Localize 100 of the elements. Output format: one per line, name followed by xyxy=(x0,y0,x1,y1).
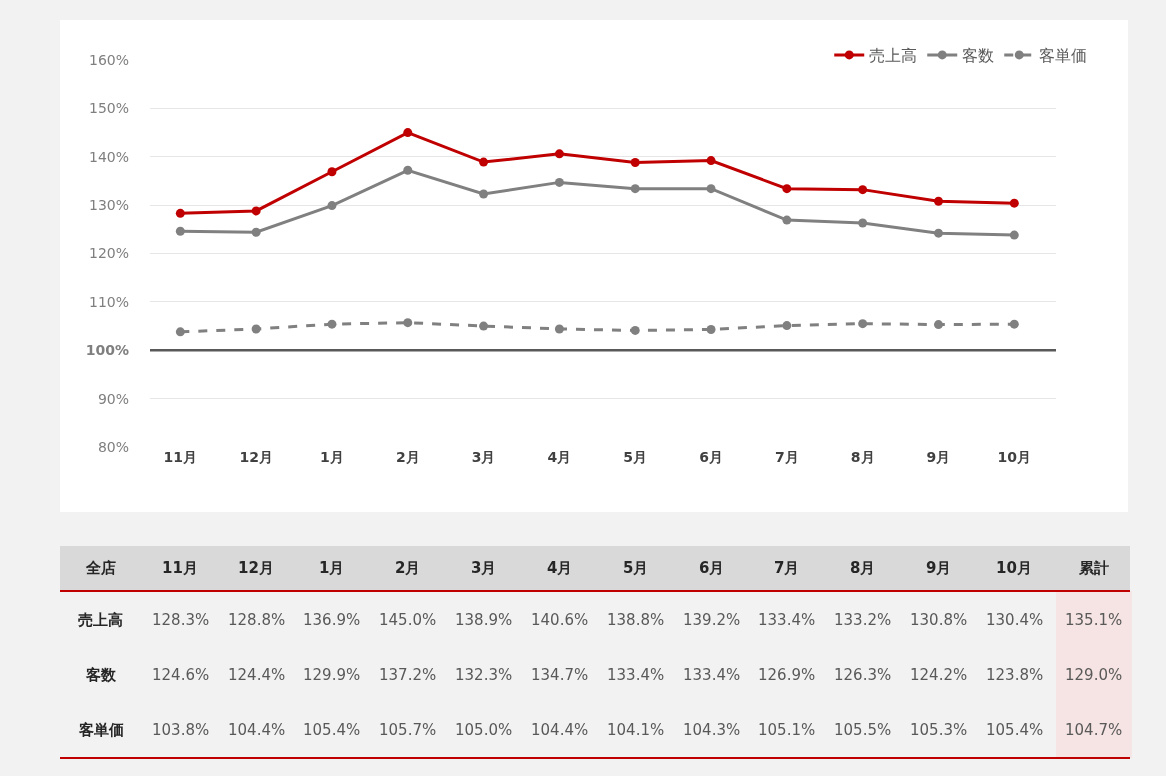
point xyxy=(858,319,868,329)
point xyxy=(933,320,943,330)
point xyxy=(706,184,716,194)
point xyxy=(175,226,185,236)
text: 全店 xyxy=(85,559,116,577)
y-tick-label: 130% xyxy=(88,197,129,214)
data-label: 133.4% xyxy=(607,666,665,684)
point xyxy=(251,324,261,334)
data-label: 105.0% xyxy=(455,721,513,739)
data-label: 104.4% xyxy=(228,721,286,739)
data-label: 124.2% xyxy=(910,666,968,684)
category-label: 2月 xyxy=(395,559,421,577)
legend-label: 客単価 xyxy=(1039,46,1088,66)
data-label: 103.8% xyxy=(152,721,210,739)
point xyxy=(175,327,185,337)
data-label: 126.3% xyxy=(834,666,892,684)
category-label: 12月 xyxy=(238,559,274,577)
y-tick-label: 80% xyxy=(97,438,129,455)
category-label: 10月 xyxy=(996,559,1032,577)
category-label: 9月 xyxy=(926,559,952,577)
category-label: 3月 xyxy=(471,559,497,577)
y-tick-label: 100% xyxy=(85,342,129,359)
y-tick-label: 110% xyxy=(88,293,129,310)
point xyxy=(251,206,261,216)
data-label: 104.3% xyxy=(683,721,741,739)
data-label: 105.4% xyxy=(303,721,361,739)
point xyxy=(479,321,489,331)
data-label: 138.9% xyxy=(455,611,513,629)
category-label: 8月 xyxy=(850,559,876,577)
point xyxy=(403,128,413,138)
x-tick-label: 7月 xyxy=(774,449,799,465)
point xyxy=(251,227,261,237)
category-label: 6月 xyxy=(699,559,725,577)
data-label: 105.5% xyxy=(834,721,892,739)
x-tick-label: 11月 xyxy=(163,449,198,465)
data-label: 123.8% xyxy=(986,666,1044,684)
data-label: 145.0% xyxy=(379,611,437,629)
text: 客単価 xyxy=(79,721,124,739)
x-tick-label: 2月 xyxy=(395,449,420,465)
point xyxy=(782,321,792,331)
text: 客数 xyxy=(86,666,116,684)
data-label: 124.4% xyxy=(228,666,286,684)
data-label: 140.6% xyxy=(531,611,589,629)
point xyxy=(403,165,413,175)
point xyxy=(327,319,337,329)
text: 135.1% xyxy=(1065,611,1123,629)
data-label: 139.2% xyxy=(683,611,741,629)
data-label: 105.3% xyxy=(910,721,968,739)
point xyxy=(479,157,489,167)
point xyxy=(1009,319,1019,329)
text: 売上高 xyxy=(78,611,123,629)
data-label: 137.2% xyxy=(379,666,437,684)
text: 104.7% xyxy=(1065,721,1123,739)
data-label: 105.4% xyxy=(986,721,1044,739)
point xyxy=(554,177,564,187)
point xyxy=(706,156,716,166)
data-label: 130.4% xyxy=(986,611,1044,629)
category-label: 7月 xyxy=(774,559,800,577)
y-tick-label: 90% xyxy=(97,390,129,407)
point xyxy=(403,318,413,328)
x-tick-label: 3月 xyxy=(471,449,496,465)
x-tick-label: 4月 xyxy=(547,449,572,465)
x-tick-label: 5月 xyxy=(623,449,648,465)
category-label: 1月 xyxy=(319,559,345,577)
data-label: 136.9% xyxy=(303,611,361,629)
point xyxy=(858,185,868,195)
point xyxy=(1009,198,1019,208)
x-tick-label: 8月 xyxy=(850,449,875,465)
data-label: 132.3% xyxy=(455,666,513,684)
data-label: 128.8% xyxy=(228,611,286,629)
data-label: 128.3% xyxy=(152,611,210,629)
point xyxy=(858,218,868,228)
data-label: 133.4% xyxy=(683,666,741,684)
y-tick-label: 140% xyxy=(88,148,129,165)
x-tick-label: 1月 xyxy=(320,449,344,465)
point xyxy=(327,167,337,177)
y-tick-label: 160% xyxy=(88,51,129,68)
x-tick-label: 10月 xyxy=(997,449,1032,465)
data-label: 133.2% xyxy=(834,611,892,629)
data-label: 124.6% xyxy=(152,666,210,684)
data-label: 126.9% xyxy=(758,666,816,684)
text: 129.0% xyxy=(1065,666,1123,684)
point xyxy=(630,325,640,335)
point xyxy=(175,208,185,218)
point xyxy=(327,201,337,211)
category-label: 5月 xyxy=(623,559,649,577)
point xyxy=(782,215,792,225)
x-tick-label: 6月 xyxy=(699,449,723,465)
y-tick-label: 150% xyxy=(88,100,129,117)
data-label: 138.8% xyxy=(607,611,665,629)
data-label: 129.9% xyxy=(303,666,361,684)
point xyxy=(933,196,943,206)
legend-label: 客数 xyxy=(962,46,995,66)
data-label: 104.1% xyxy=(607,721,665,739)
point xyxy=(933,228,943,238)
data-label: 105.7% xyxy=(379,721,437,739)
text: 累計 xyxy=(1078,559,1109,577)
data-label: 134.7% xyxy=(531,666,589,684)
legend-label: 売上高 xyxy=(869,46,918,66)
category-label: 4月 xyxy=(547,559,573,577)
